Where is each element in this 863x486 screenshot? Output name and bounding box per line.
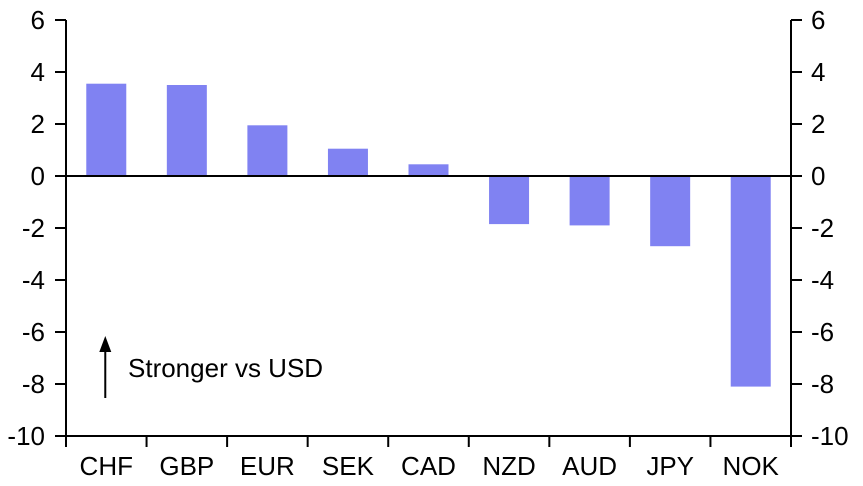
left-y-tick-label--4: -4 [22,265,45,295]
left-y-tick-label--8: -8 [22,369,45,399]
bar-NZD [489,176,530,225]
left-y-tick-label--2: -2 [22,213,45,243]
right-y-tick-label--8: -8 [811,369,834,399]
bar-AUD [569,176,610,226]
bar-CAD [408,164,449,176]
bar-GBP [166,85,207,176]
left-y-tick-label-0: 0 [31,161,45,191]
x-category-label-CAD: CAD [401,451,456,481]
left-y-tick-label--6: -6 [22,317,45,347]
annotation-stronger-vs-usd: Stronger vs USD [128,353,323,383]
right-y-tick-label-4: 4 [811,57,825,87]
x-category-label-NOK: NOK [723,451,780,481]
bar-EUR [247,125,288,176]
left-y-tick-label-6: 6 [31,5,45,35]
right-y-tick-label--10: -10 [811,421,849,451]
left-y-tick-label-4: 4 [31,57,45,87]
bar-NOK [730,176,771,387]
bar-SEK [327,148,368,176]
right-y-tick-label--6: -6 [811,317,834,347]
right-y-tick-label--2: -2 [811,213,834,243]
left-y-tick-label-2: 2 [31,109,45,139]
left-y-tick-label--10: -10 [7,421,45,451]
right-y-tick-label-0: 0 [811,161,825,191]
bar-CHF [86,83,127,176]
right-y-tick-label--4: -4 [811,265,834,295]
x-category-label-AUD: AUD [562,451,617,481]
x-category-label-GBP: GBP [159,451,214,481]
x-category-label-NZD: NZD [482,451,535,481]
x-category-label-SEK: SEK [322,451,375,481]
x-category-label-JPY: JPY [646,451,694,481]
right-y-tick-label-2: 2 [811,109,825,139]
right-y-tick-label-6: 6 [811,5,825,35]
x-category-label-CHF: CHF [80,451,133,481]
bar-JPY [650,176,691,247]
up-arrow-icon [99,336,112,352]
x-category-label-EUR: EUR [240,451,295,481]
